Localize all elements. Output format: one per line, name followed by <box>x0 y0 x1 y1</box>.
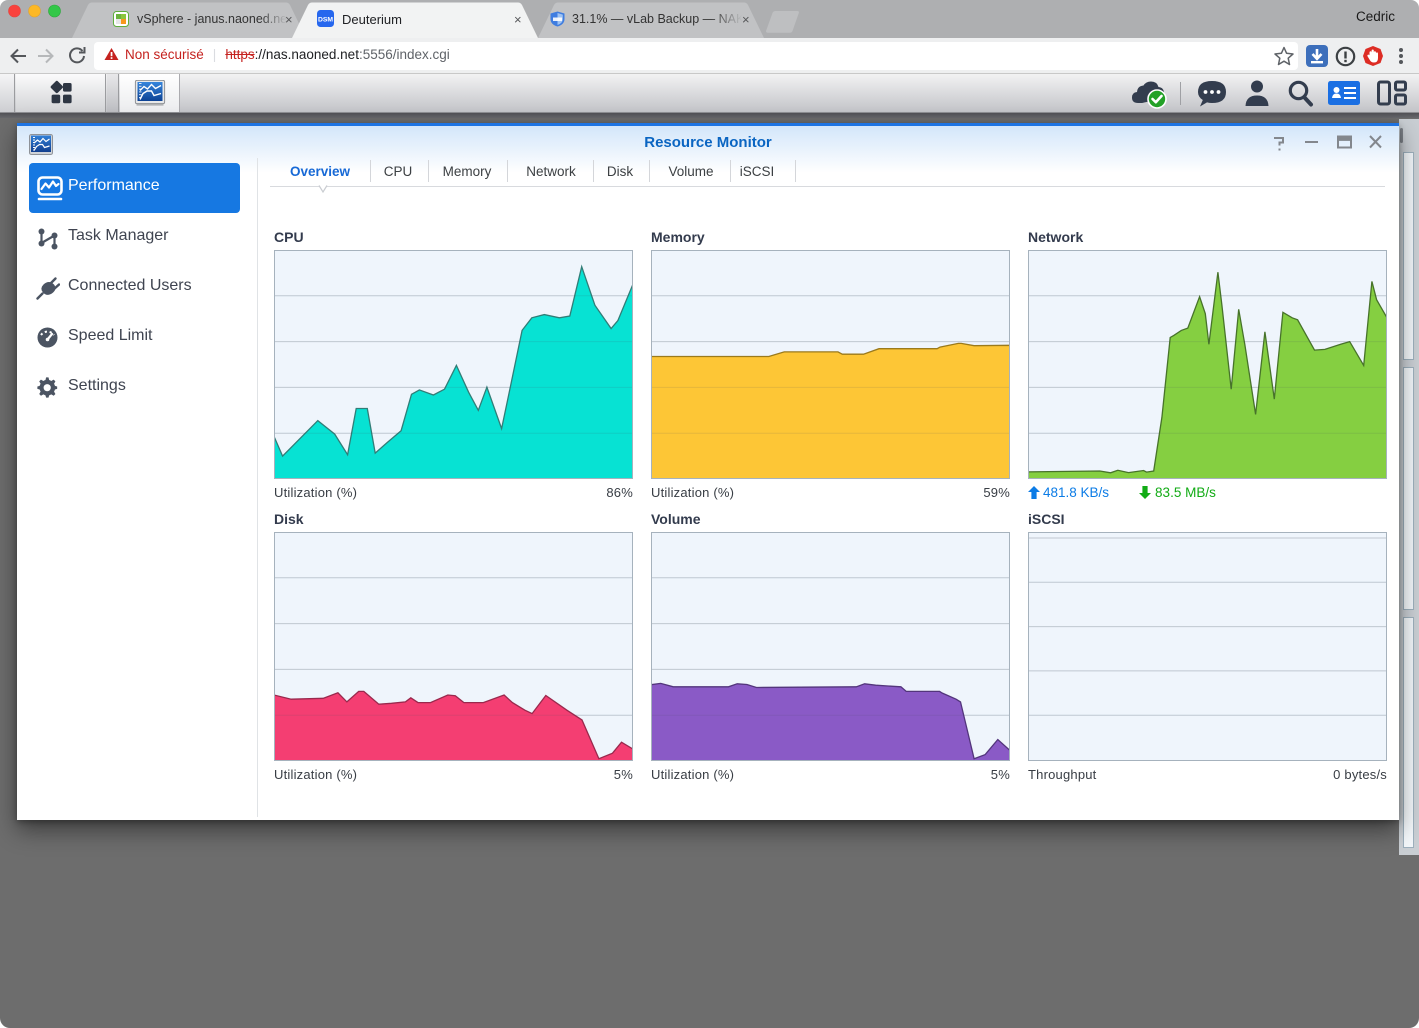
svg-text:DSM: DSM <box>318 17 333 24</box>
